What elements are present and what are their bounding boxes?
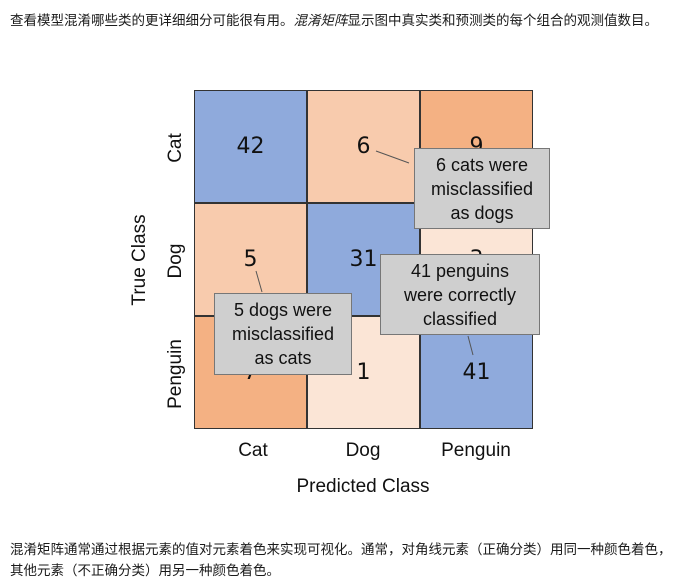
- y-label-dog: Dog: [165, 243, 186, 279]
- callout-penguins-correct: 41 penguins were correctly classified: [380, 254, 540, 335]
- y-label-penguin: Penguin: [165, 339, 186, 409]
- intro-paragraph: 查看模型混淆哪些类的更详细细分可能很有用。混淆矩阵显示图中真实类和预测类的每个组…: [10, 11, 676, 32]
- callout-dogs-as-cats-line3: as cats: [254, 348, 312, 368]
- callout-penguins-correct-line2: were correctly: [403, 284, 517, 305]
- cell-cat-dog: 6: [307, 90, 420, 203]
- callout-dogs-as-cats: 5 dogs were misclassified as cats: [214, 293, 352, 375]
- callout-dogs-as-cats-line2: misclassified: [231, 324, 335, 344]
- callout-cats-as-dogs-line2: misclassified: [430, 178, 534, 199]
- callout-penguins-correct-line1: 41 penguins: [410, 260, 510, 281]
- callout-cats-as-dogs-line3: as dogs: [450, 202, 514, 223]
- y-axis-title: True Class: [129, 214, 150, 306]
- intro-text-after: 显示图中真实类和预测类的每个组合的观测值数目。: [347, 13, 659, 29]
- y-label-cat: Cat: [165, 133, 186, 163]
- x-label-cat: Cat: [238, 440, 268, 461]
- outro-paragraph: 混淆矩阵通常通过根据元素的值对元素着色来实现可视化。通常，对角线元素（正确分类）…: [10, 542, 672, 579]
- x-label-dog: Dog: [345, 440, 381, 461]
- callout-cats-as-dogs: 6 cats were misclassified as dogs: [414, 148, 550, 229]
- x-label-penguin: Penguin: [441, 440, 511, 461]
- intro-term: 混淆矩阵: [293, 13, 348, 29]
- x-axis-title: Predicted Class: [296, 476, 430, 497]
- intro-text-before: 查看模型混淆哪些类的更详细细分可能很有用。: [10, 13, 294, 29]
- cell-cat-cat: 42: [194, 90, 307, 203]
- callout-cats-as-dogs-line1: 6 cats were: [435, 154, 529, 175]
- callout-dogs-as-cats-line1: 5 dogs were: [233, 300, 333, 320]
- callout-penguins-correct-line3: classified: [422, 308, 498, 329]
